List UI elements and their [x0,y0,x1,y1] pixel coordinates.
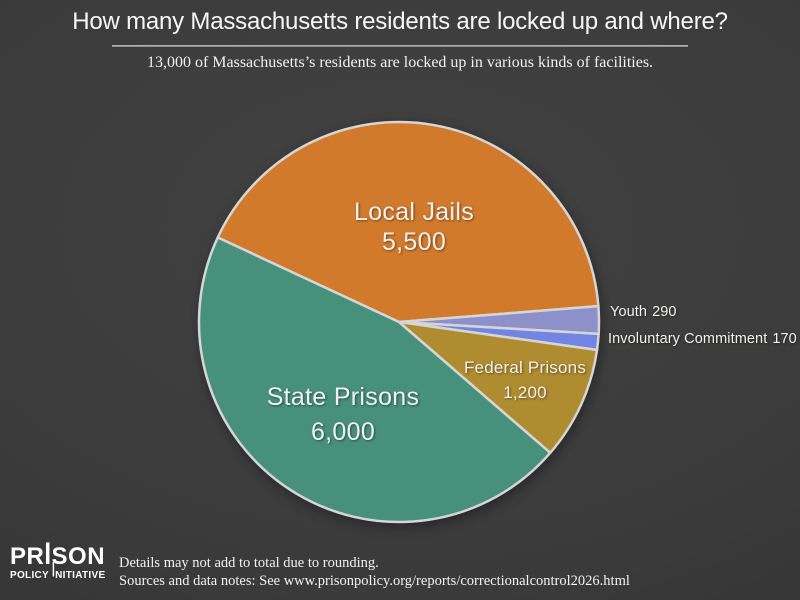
pie-labels: Local Jails 5,500 State Prisons 6,000 Fe… [267,198,797,446]
slice-label-local-jails-name: Local Jails [354,198,474,226]
slice-label-youth-name: Youth [610,304,647,320]
slice-label-state-prisons-name: State Prisons [267,383,420,411]
slice-label-involuntary-commitment: Involuntary Commitment 170 [608,331,797,347]
logo-bar-glyph: I [44,536,52,572]
prison-policy-initiative-logo: PRISON POLICY INITIATIVE [10,538,106,582]
logo-wordmark: PRISON [10,538,106,570]
logo-subtitle: POLICY INITIATIVE [10,561,106,582]
logo-bar-glyph: I [52,559,56,583]
page-title: How many Massachusetts residents are loc… [72,8,728,35]
pie-slice-local-jails [216,120,600,324]
slice-label-involuntary-commitment-value: 170 [772,331,797,347]
logo-text: POLICY [10,570,50,581]
page-subtitle: 13,000 of Massachusetts’s residents are … [146,54,654,71]
logo-text: PR [10,543,45,570]
logo-text: SON [51,543,106,570]
slice-label-state-prisons-value: 6,000 [311,418,375,446]
pie-slices [197,120,601,524]
slice-label-local-jails-value: 5,500 [382,228,446,256]
footnote-rounding: Details may not add to total due to roun… [119,555,379,571]
slice-label-youth-value: 290 [652,304,677,320]
pie-slice-state-prisons [197,236,552,524]
footnotes: Details may not add to total due to roun… [119,555,630,590]
slice-label-youth: Youth 290 [610,304,677,320]
logo-text: NITIATIVE [55,570,106,581]
slice-label-involuntary-commitment-name: Involuntary Commitment [608,331,767,347]
slice-label-federal-prisons-value: 1,200 [503,383,547,402]
footnote-sources: Sources and data notes: See www.prisonpo… [119,572,630,589]
title-divider [112,45,688,47]
pie-slice-federal-prisons [397,320,599,455]
slice-label-federal-prisons-name: Federal Prisons [464,358,586,377]
